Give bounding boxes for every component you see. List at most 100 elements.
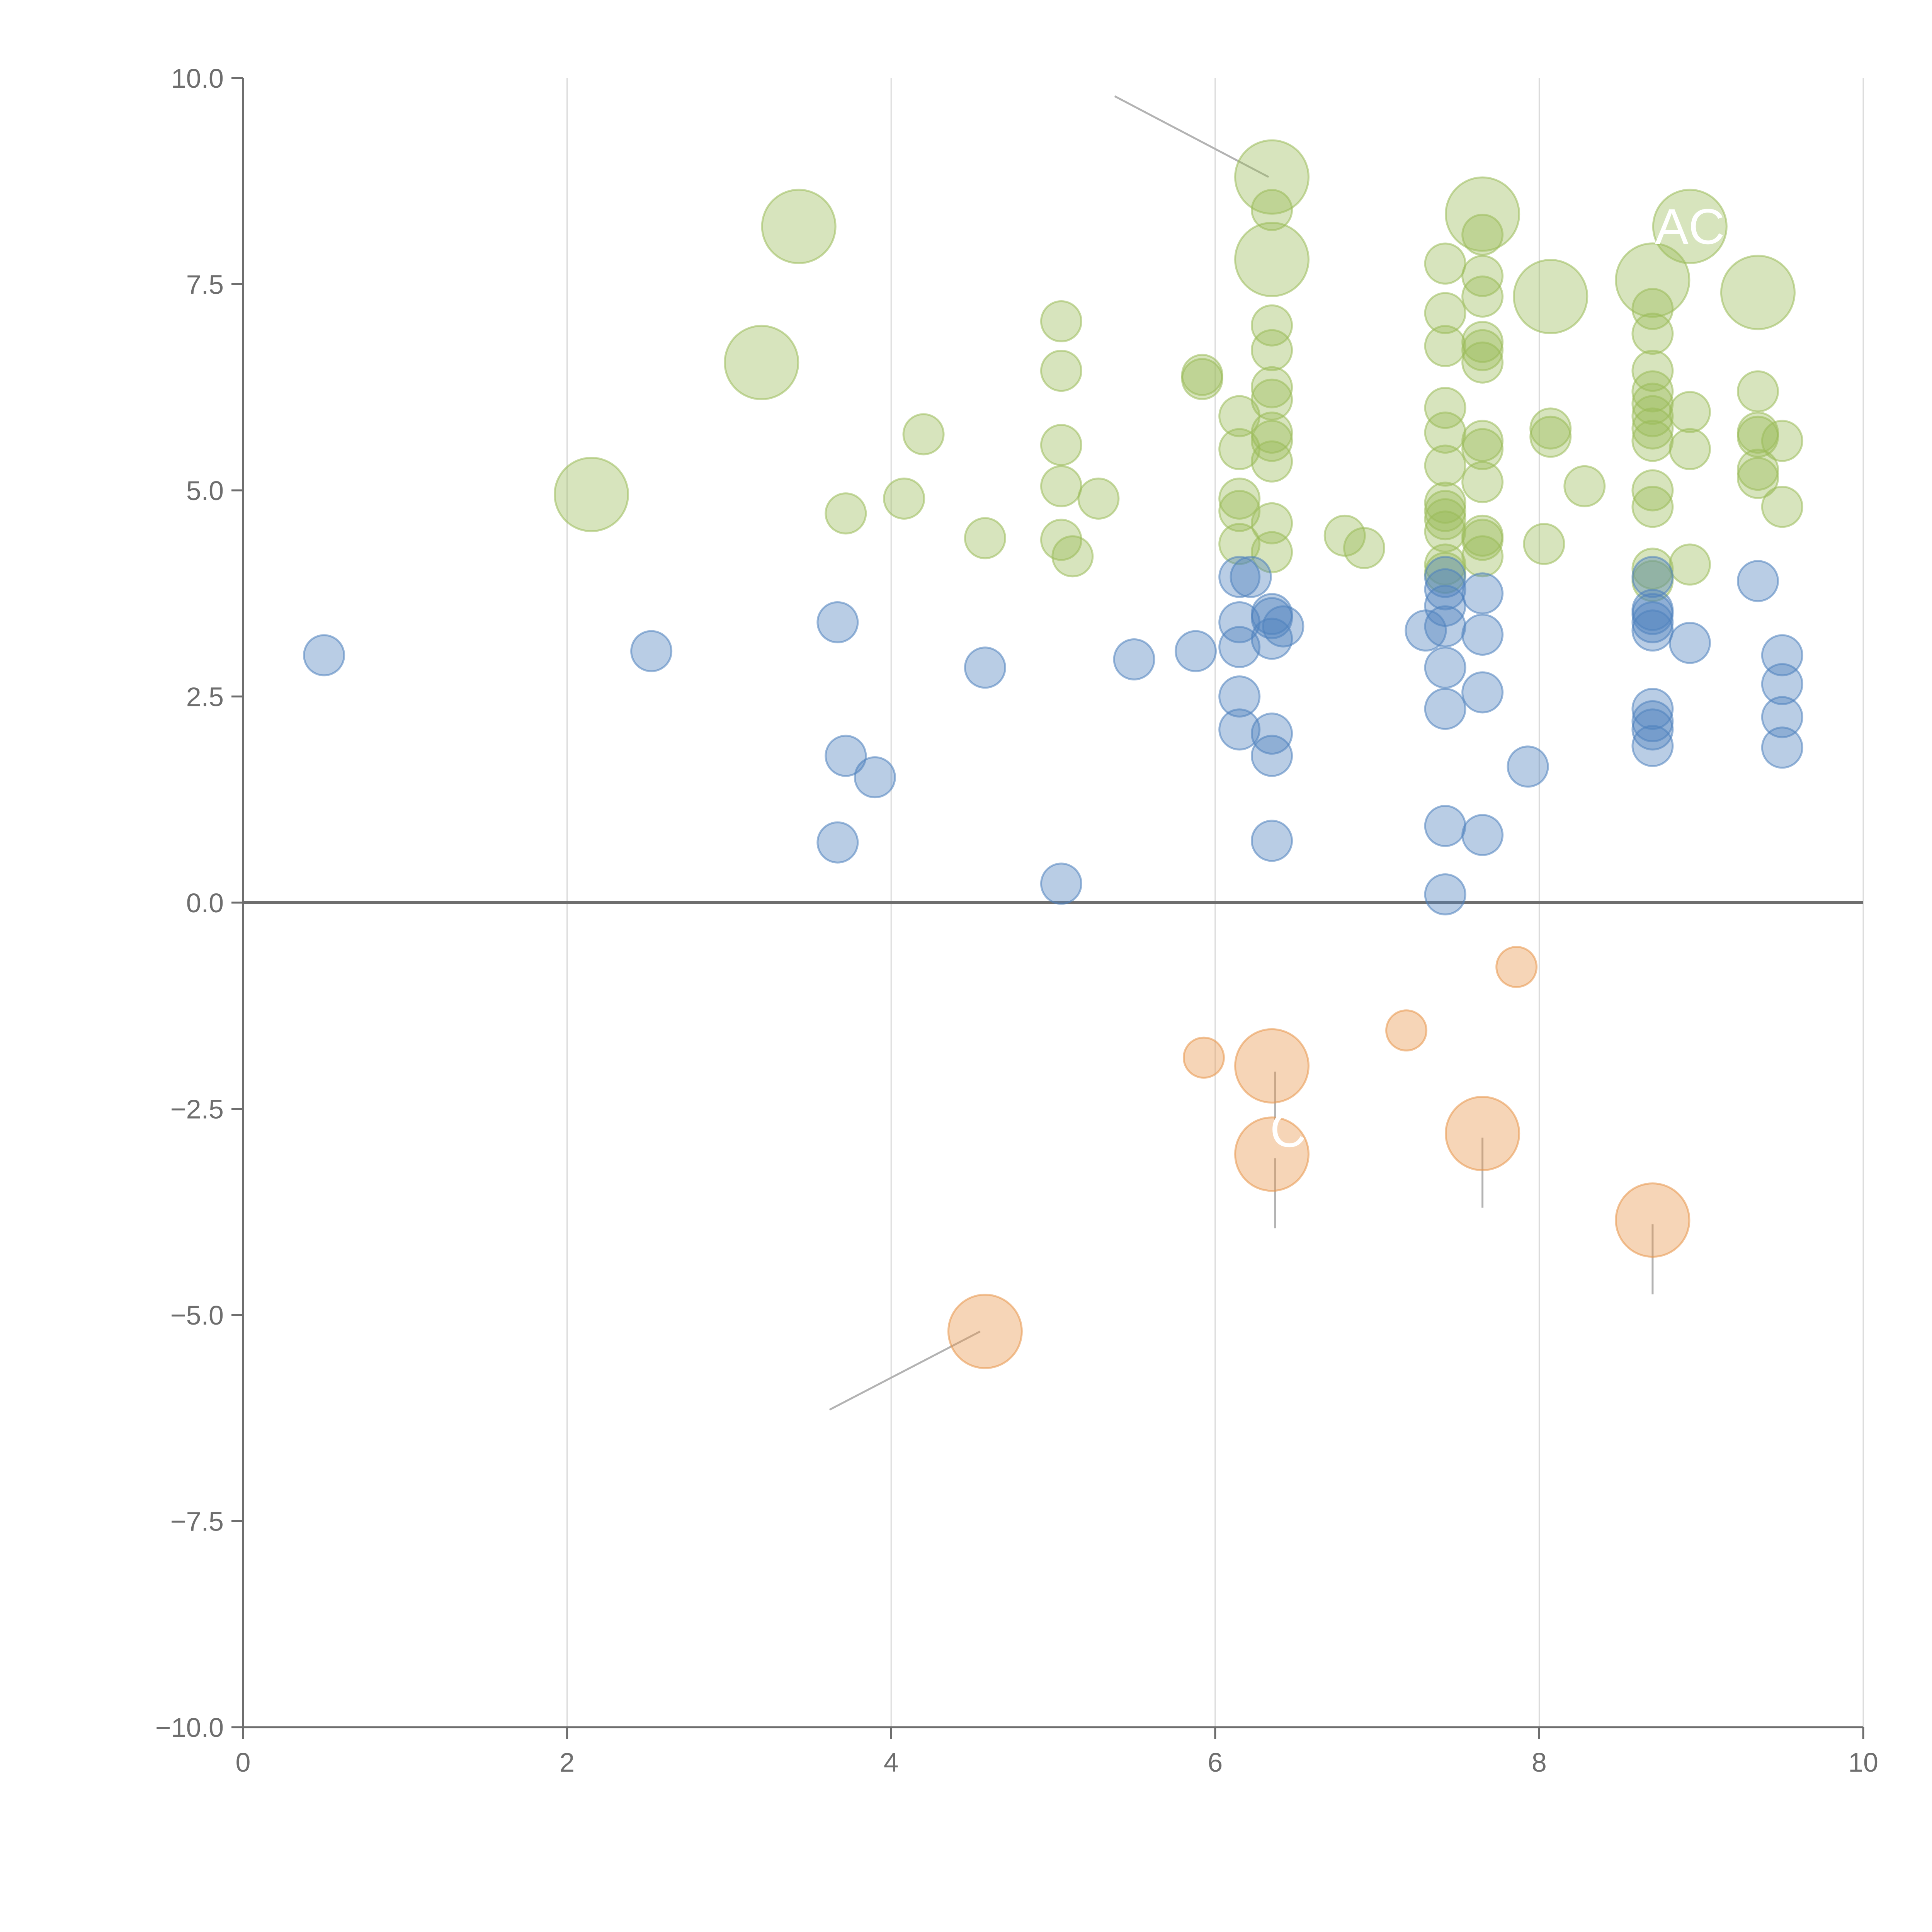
blue-point [1230,556,1272,598]
green-point [1736,457,1779,499]
green-point [1251,378,1293,421]
green-point [1668,428,1711,470]
blue-point [1424,873,1466,916]
green-point [1424,498,1466,541]
orange-large-point [947,1294,1023,1369]
blue-point [1218,556,1261,598]
blue-point [964,646,1006,689]
orange-point [1385,1009,1428,1052]
blue-point [1040,862,1082,905]
x-tick-label: 2 [560,1747,575,1777]
blue-point [1251,820,1293,862]
y-tick-label: 7.5 [186,270,224,300]
blue-point [1736,560,1779,602]
blue-point [1424,688,1466,730]
x-tick-label: 4 [884,1747,899,1777]
green-point [1563,465,1606,507]
y-tick-label: 0.0 [186,888,224,918]
green-point [1461,461,1504,503]
blue-point [1113,638,1155,680]
blue-point [1262,605,1304,648]
blue-point [1761,663,1803,705]
y-tick-label: −10.0 [155,1713,224,1743]
green-point [1668,543,1711,586]
blue-point [1424,605,1466,648]
green-large-point [1652,189,1728,264]
green-point [1631,383,1674,425]
green-point [1218,523,1261,565]
green-point [1251,329,1293,371]
y-tick-label: 10.0 [171,63,224,94]
blue-point [1631,609,1674,652]
green-point [1424,444,1466,487]
green-point [1461,428,1504,470]
green-point [1631,486,1674,528]
green-point [1051,535,1094,578]
green-point [1343,527,1386,569]
green-point [1424,292,1466,334]
blue-point [1424,568,1466,611]
y-tick-label: 2.5 [186,682,224,712]
orange-large-point [1445,1096,1520,1172]
green-large-point [761,189,837,264]
points-layer [303,139,1803,1369]
blue-point [816,821,859,864]
blue-point [630,630,673,672]
green-point [1424,510,1466,553]
blue-point [1461,572,1504,615]
blue-point [1251,735,1293,777]
green-point [1461,276,1504,318]
blue-point [1631,556,1674,598]
orange-large-point [1615,1182,1690,1258]
green-point [1461,535,1504,578]
blue-point [1424,805,1466,847]
x-tick-label: 6 [1208,1747,1223,1777]
blue-point [1461,814,1504,856]
orange-point [1182,1036,1225,1079]
green-large-point [1234,221,1310,297]
green-point [1251,304,1293,347]
x-tick-label: 0 [236,1747,251,1777]
y-tick-label: 5.0 [186,476,224,506]
blue-point [1424,646,1466,689]
green-point [1077,477,1120,520]
green-point [825,492,867,535]
green-point [1251,189,1293,231]
blue-point [1218,626,1261,668]
green-point [1529,415,1572,458]
blue-point [1424,556,1466,598]
label-layer: AC C [1270,198,1725,1158]
blue-point [825,735,867,777]
green-point [964,517,1006,560]
blue-point [1174,630,1217,672]
green-point [1631,469,1674,512]
blue-point [1461,613,1504,656]
blue-point [1761,634,1803,677]
green-point [1251,502,1293,544]
x-tick-label: 8 [1532,1747,1547,1777]
orange-point [1495,946,1538,988]
green-point [1736,370,1779,413]
green-large-point [1234,139,1310,215]
green-large-point [1615,242,1690,318]
y-tick-label: −7.5 [170,1507,224,1537]
green-point [1631,395,1674,437]
axis-layer: −10.0 −7.5 −5.0 −2.5 0.0 2.5 5.0 7.5 10.0 0 2 4 6 8 10 [155,63,1878,1777]
blue-point [854,756,896,799]
green-large-point [1513,259,1588,335]
green-point [1040,424,1082,466]
green-point [1668,391,1711,433]
leader-lines [829,95,1654,1411]
blue-point [1251,713,1293,755]
blue-point [1461,671,1504,714]
leader-line [1114,95,1269,178]
blue-point [1668,622,1711,664]
orange-large-point [1234,1116,1310,1192]
green-point [1631,370,1674,413]
blue-point [1218,708,1261,751]
green-point [1181,358,1223,400]
blue-point [1631,708,1674,751]
green-point [1631,313,1674,355]
blue-point [1507,745,1549,788]
green-point [1523,523,1565,565]
